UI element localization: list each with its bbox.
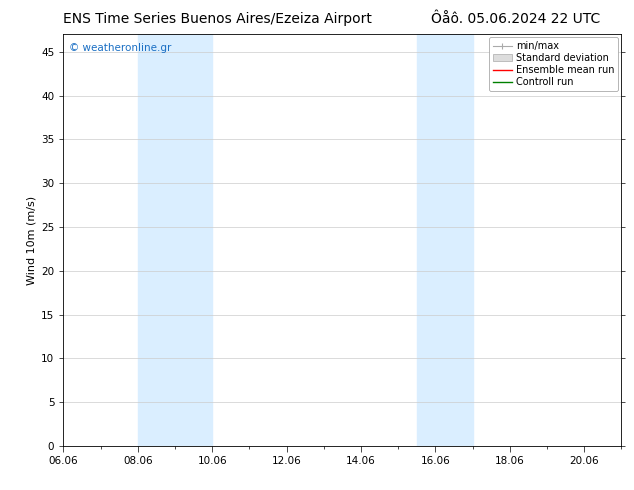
Text: © weatheronline.gr: © weatheronline.gr — [69, 43, 171, 52]
Legend: min/max, Standard deviation, Ensemble mean run, Controll run: min/max, Standard deviation, Ensemble me… — [489, 37, 618, 91]
Text: Ôåô. 05.06.2024 22 UTC: Ôåô. 05.06.2024 22 UTC — [431, 12, 600, 26]
Bar — [417, 34, 472, 446]
Bar — [138, 34, 212, 446]
Y-axis label: Wind 10m (m/s): Wind 10m (m/s) — [27, 196, 37, 285]
Text: ENS Time Series Buenos Aires/Ezeiza Airport: ENS Time Series Buenos Aires/Ezeiza Airp… — [63, 12, 372, 26]
